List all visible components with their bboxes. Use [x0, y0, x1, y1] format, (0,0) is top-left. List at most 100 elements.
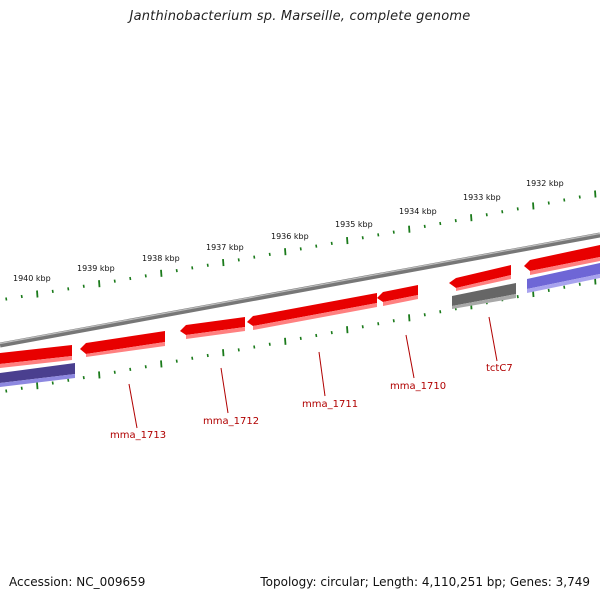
minor-tick	[268, 252, 271, 257]
minor-tick	[516, 207, 519, 211]
gene-arrow-mma-1709[interactable]	[449, 265, 511, 288]
minor-tick	[129, 367, 132, 372]
major-tick	[160, 269, 163, 277]
major-tick	[284, 337, 287, 345]
gene-label-mma-1710[interactable]: mma_1710	[390, 381, 446, 392]
major-tick	[346, 237, 349, 245]
scale-label: 1935 kbp	[335, 220, 373, 229]
minor-tick	[547, 201, 550, 205]
leader-line	[488, 316, 498, 362]
minor-tick	[51, 289, 54, 294]
scale-label: 1934 kbp	[399, 207, 437, 216]
gene-arrow-mma-1710[interactable]	[377, 285, 418, 302]
minor-tick	[299, 247, 302, 251]
major-tick	[160, 360, 163, 368]
minor-tick	[563, 198, 566, 202]
minor-tick	[113, 370, 116, 374]
minor-tick	[82, 375, 85, 380]
major-tick	[36, 382, 39, 390]
major-tick	[470, 214, 473, 222]
minor-tick	[191, 266, 194, 270]
accession-text: Accession: NC_009659	[9, 575, 146, 589]
minor-tick	[392, 319, 395, 323]
minor-tick	[113, 279, 116, 283]
gene-label-tctC7[interactable]: tctC7	[486, 363, 513, 374]
scale-label: 1933 kbp	[463, 193, 501, 202]
minor-tick	[82, 284, 85, 288]
minor-tick	[315, 244, 318, 248]
minor-tick	[315, 333, 318, 338]
minor-tick	[175, 268, 178, 273]
gene-arrow-mma-1714[interactable]	[0, 345, 72, 364]
gene-arrow-mma-1713[interactable]	[80, 331, 165, 354]
minor-tick	[67, 287, 70, 291]
major-tick	[98, 371, 101, 379]
reverse-strand-genes	[0, 263, 600, 387]
minor-tick	[361, 236, 364, 240]
minor-tick	[144, 365, 147, 369]
leader-line	[318, 351, 326, 397]
minor-tick	[206, 353, 209, 358]
major-tick	[222, 259, 225, 267]
major-tick	[36, 290, 39, 298]
minor-tick	[361, 325, 364, 329]
minor-tick	[20, 294, 23, 299]
minor-tick	[377, 322, 380, 326]
minor-tick	[330, 241, 333, 246]
major-tick	[284, 248, 287, 256]
scale-label: 1938 kbp	[142, 254, 180, 263]
minor-tick	[5, 297, 8, 301]
gene-label-mma-1713[interactable]: mma_1713	[110, 430, 166, 441]
outer-scale-ticks	[5, 190, 597, 301]
gene-arrow-mma-1711[interactable]	[247, 293, 377, 326]
forward-strand-genes	[0, 245, 600, 368]
minor-tick	[20, 386, 23, 390]
minor-tick	[175, 359, 178, 363]
minor-tick	[547, 288, 550, 293]
gene-label-mma-1711[interactable]: mma_1711	[302, 399, 358, 410]
gene-arrow-mma-1708[interactable]	[524, 245, 600, 271]
gene-arrow-mma-1712[interactable]	[180, 317, 245, 335]
scale-label: 1937 kbp	[206, 243, 244, 252]
minor-tick	[237, 348, 240, 352]
minor-tick	[237, 258, 240, 262]
minor-tick	[206, 263, 209, 267]
topology-text: Topology: circular; Length: 4,110,251 bp…	[260, 575, 590, 589]
inner-scale-ticks	[5, 277, 597, 393]
minor-tick	[485, 213, 488, 217]
major-tick	[532, 202, 535, 210]
scale-labels: 1940 kbp 1939 kbp 1938 kbp 1937 kbp 1936…	[13, 179, 564, 283]
minor-tick	[439, 221, 442, 226]
major-tick	[222, 349, 225, 357]
major-tick	[408, 225, 411, 233]
leader-line	[220, 367, 229, 414]
minor-tick	[51, 381, 54, 385]
minor-tick	[268, 342, 271, 346]
genome-backbone-highlight	[0, 232, 600, 345]
scale-label: 1932 kbp	[526, 179, 564, 188]
minor-tick	[129, 276, 132, 281]
minor-tick	[253, 345, 256, 349]
major-tick	[346, 326, 349, 334]
gene-block-reverse-right[interactable]	[527, 263, 600, 289]
gene-labels: mma_1713 mma_1712 mma_1711 mma_1710 tctC…	[110, 316, 513, 441]
minor-tick	[578, 195, 581, 199]
minor-tick	[578, 282, 581, 286]
minor-tick	[299, 336, 302, 341]
minor-tick	[253, 255, 256, 259]
minor-tick	[563, 285, 566, 289]
genome-title: Janthinobacterium sp. Marseille, complet…	[129, 9, 471, 24]
minor-tick	[191, 356, 194, 360]
leader-line	[405, 334, 415, 379]
gene-block-reverse-left[interactable]	[0, 363, 75, 383]
minor-tick	[330, 330, 333, 335]
genome-backbone	[0, 232, 600, 348]
minor-tick	[501, 210, 504, 214]
gene-label-mma-1712[interactable]: mma_1712	[203, 416, 259, 427]
minor-tick	[423, 313, 426, 317]
minor-tick	[516, 294, 519, 299]
minor-tick	[144, 274, 147, 278]
gene-block-tctC7[interactable]	[452, 283, 516, 306]
scale-label: 1939 kbp	[77, 264, 115, 273]
